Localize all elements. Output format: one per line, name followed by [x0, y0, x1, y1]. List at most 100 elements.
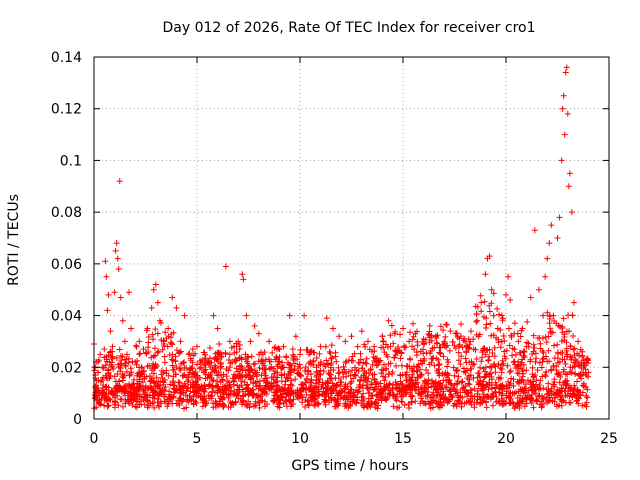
scatter-point: [209, 383, 216, 390]
scatter-point: [359, 365, 366, 372]
scatter-point: [469, 361, 476, 368]
scatter-point: [505, 273, 512, 280]
scatter-point: [345, 389, 352, 396]
scatter-point: [365, 370, 372, 377]
scatter-point: [173, 386, 180, 393]
scatter-point: [380, 337, 387, 344]
scatter-point: [474, 387, 481, 394]
scatter-point: [237, 395, 244, 402]
scatter-point: [559, 105, 566, 112]
scatter-point: [154, 349, 161, 356]
scatter-point: [336, 333, 343, 340]
scatter-point: [574, 378, 581, 385]
scatter-point: [421, 340, 428, 347]
scatter-point: [235, 375, 242, 382]
scatter-point: [406, 404, 413, 411]
scatter-point: [168, 356, 175, 363]
scatter-point: [479, 382, 486, 389]
scatter-point: [395, 343, 402, 350]
scatter-point: [257, 393, 264, 400]
scatter-point: [99, 377, 106, 384]
scatter-point: [118, 396, 125, 403]
scatter-point: [110, 389, 117, 396]
scatter-point: [189, 383, 196, 390]
scatter-point: [497, 344, 504, 351]
scatter-point: [365, 375, 372, 382]
scatter-point: [154, 330, 161, 337]
scatter-point: [406, 338, 413, 345]
scatter-point: [570, 299, 577, 306]
scatter-point: [206, 344, 213, 351]
scatter-point: [123, 351, 130, 358]
scatter-point: [541, 394, 548, 401]
scatter-point: [235, 338, 242, 345]
scatter-point: [556, 379, 563, 386]
scatter-point: [189, 346, 196, 353]
scatter-point: [335, 375, 342, 382]
scatter-point: [171, 382, 178, 389]
scatter-point: [201, 383, 208, 390]
scatter-point: [152, 326, 159, 333]
scatter-point: [498, 383, 505, 390]
scatter-point: [480, 365, 487, 372]
scatter-point: [563, 345, 570, 352]
scatter-point: [129, 402, 136, 409]
scatter-point: [476, 401, 483, 408]
scatter-point: [297, 365, 304, 372]
scatter-point: [167, 381, 174, 388]
scatter-point: [428, 377, 435, 384]
scatter-point: [565, 183, 572, 190]
scatter-point: [307, 348, 314, 355]
scatter-point: [297, 347, 304, 354]
scatter-point: [136, 378, 143, 385]
scatter-point: [523, 343, 530, 350]
scatter-point: [572, 370, 579, 377]
scatter-point: [389, 381, 396, 388]
scatter-point: [310, 361, 317, 368]
scatter-point: [177, 384, 184, 391]
y-tick-label: 0.02: [51, 360, 82, 376]
scatter-point: [311, 401, 318, 408]
scatter-point: [144, 363, 151, 370]
scatter-point: [549, 397, 556, 404]
scatter-point: [246, 404, 253, 411]
scatter-point: [467, 328, 474, 335]
scatter-point: [340, 395, 347, 402]
scatter-point: [360, 377, 367, 384]
scatter-point: [480, 394, 487, 401]
scatter-point: [374, 405, 381, 412]
scatter-point: [363, 381, 370, 388]
scatter-point: [554, 355, 561, 362]
scatter-point: [340, 373, 347, 380]
scatter-point: [407, 356, 414, 363]
scatter-point: [238, 363, 245, 370]
scatter-point: [504, 362, 511, 369]
scatter-point: [407, 329, 414, 336]
scatter-point: [332, 383, 339, 390]
scatter-point: [566, 393, 573, 400]
scatter-point: [244, 382, 251, 389]
scatter-point: [232, 356, 239, 363]
scatter-point: [354, 343, 361, 350]
scatter-point: [328, 375, 335, 382]
axis-ticks: 0 5 10 15 20 25 0 0.02 0.04 0.06 0.08 0.1 0.12 0.14: [51, 50, 618, 447]
scatter-point: [463, 359, 470, 366]
scatter-point: [555, 371, 562, 378]
scatter-point: [413, 352, 420, 359]
scatter-point: [434, 340, 441, 347]
scatter-point: [426, 401, 433, 408]
scatter-point: [146, 392, 153, 399]
scatter-point: [323, 315, 330, 322]
scatter-point: [431, 362, 438, 369]
scatter-point: [371, 385, 378, 392]
scatter-point: [575, 361, 582, 368]
scatter-point: [515, 370, 522, 377]
scatter-point: [225, 391, 232, 398]
scatter-point: [334, 401, 341, 408]
scatter-point: [312, 380, 319, 387]
scatter-point: [539, 356, 546, 363]
scatter-point: [208, 359, 215, 366]
scatter-point: [456, 341, 463, 348]
scatter-point: [198, 364, 205, 371]
scatter-point: [166, 394, 173, 401]
